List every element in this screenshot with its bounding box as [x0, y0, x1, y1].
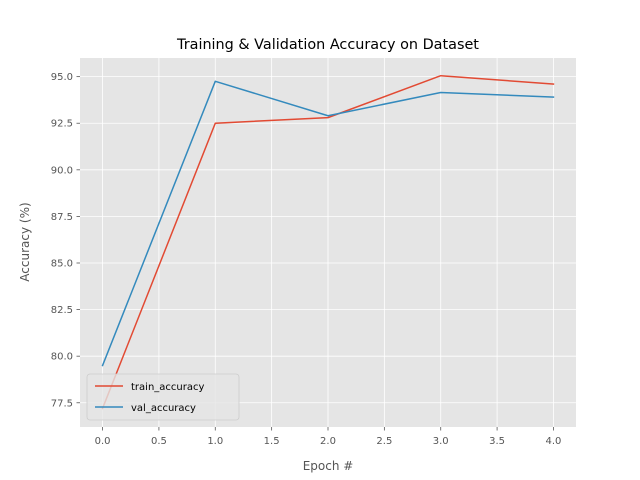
y-tick-label: 82.5: [51, 305, 73, 316]
x-tick-label: 2.0: [320, 436, 336, 447]
legend-label-val-accuracy: val_accuracy: [131, 403, 196, 414]
legend-label-train-accuracy: train_accuracy: [131, 382, 204, 393]
x-tick-label: 4.0: [546, 436, 562, 447]
y-tick-label: 85.0: [51, 259, 73, 270]
y-tick-label: 87.5: [51, 212, 73, 223]
series-line-train-accuracy: [101, 74, 555, 410]
y-axis-label: Accuracy (%): [18, 202, 32, 281]
grid-lines: [80, 58, 576, 427]
x-tick-label: 3.5: [489, 436, 505, 447]
x-tick-label: 1.5: [264, 436, 280, 447]
y-tick-label: 80.0: [51, 352, 73, 363]
axis-ticks: 0.0 0.5 1.0 1.5 2.0 2.5 3.0 3.5 4.0 77.5 80.0 82.5 8…: [51, 72, 562, 447]
x-tick-label: 1.0: [207, 436, 223, 447]
x-tick-label: 3.0: [433, 436, 449, 447]
x-tick-label: 0.5: [151, 436, 167, 447]
series-lines: [101, 74, 555, 410]
y-tick-label: 95.0: [51, 72, 73, 83]
y-tick-label: 92.5: [51, 119, 73, 130]
x-tick-label: 0.0: [95, 436, 111, 447]
legend-box: [86, 373, 240, 421]
y-tick-label: 77.5: [51, 398, 73, 409]
series-line-val-accuracy: [101, 80, 555, 367]
y-tick-label: 90.0: [51, 165, 73, 176]
chart-title: Training & Validation Accuracy on Datase…: [176, 37, 479, 53]
legend: train_accuracy val_accuracy: [86, 373, 240, 421]
x-axis-label: Epoch #: [303, 459, 354, 473]
x-tick-label: 2.5: [376, 436, 392, 447]
